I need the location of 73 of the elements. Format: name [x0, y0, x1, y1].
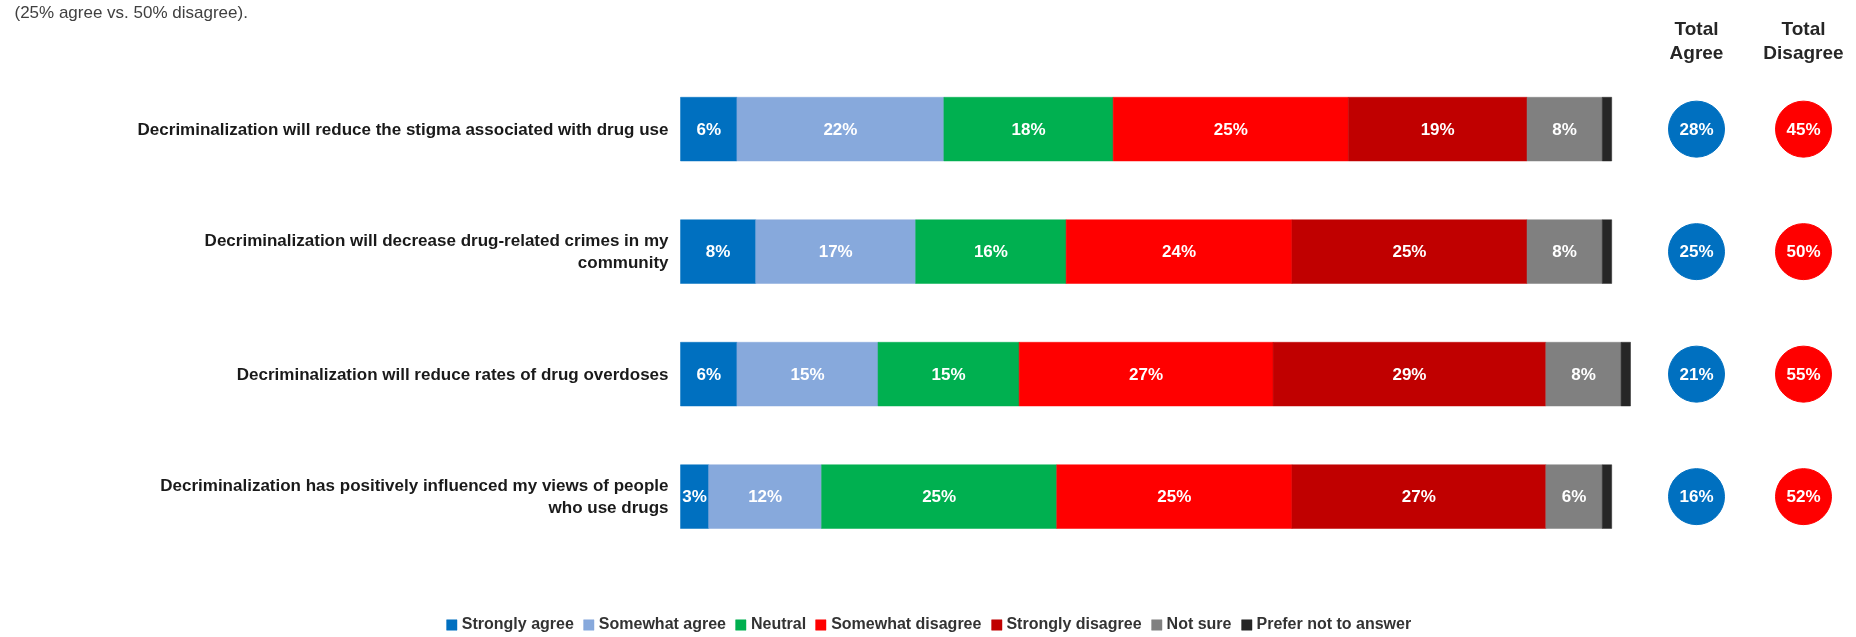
y-tick-label: Decriminalization has positively influenced my views of people who use drugs — [160, 476, 669, 518]
data-label: 8% — [1552, 119, 1577, 139]
data-label: 28% — [1679, 119, 1714, 139]
bar — [915, 219, 1067, 284]
bar — [1272, 342, 1547, 407]
category-label: Total Disagree — [1763, 18, 1844, 64]
bar — [1545, 342, 1622, 407]
data-label: 29% — [1392, 364, 1427, 384]
data-label: 25% — [1679, 242, 1714, 262]
data-label: 15% — [790, 364, 825, 384]
data-label: 6% — [1561, 487, 1587, 507]
bar — [943, 97, 1114, 162]
data-label: 17% — [818, 242, 853, 262]
legend-label: Prefer not to answer — [1256, 615, 1412, 633]
data-label: 8% — [705, 242, 731, 262]
y-tick-label: Decriminalization will decrease drug-related crimes in my community — [204, 231, 670, 273]
data-label: 19% — [1420, 119, 1455, 139]
data-label: 55% — [1786, 364, 1821, 384]
data-label: 6% — [696, 364, 722, 384]
bar — [1056, 464, 1293, 529]
data-label: 52% — [1786, 487, 1821, 507]
bar — [1348, 97, 1528, 162]
bar — [680, 97, 738, 162]
data-label: 15% — [931, 364, 966, 384]
data-label: 18% — [1011, 119, 1046, 139]
data-label: 50% — [1786, 242, 1821, 262]
bar — [708, 464, 822, 529]
bar — [680, 342, 738, 407]
text: (25% agree vs. 50% disagree). — [14, 2, 248, 22]
data-label: 45% — [1786, 119, 1821, 139]
bar — [877, 342, 1020, 407]
bar — [1602, 97, 1612, 162]
bar — [1018, 342, 1274, 407]
bar — [755, 219, 916, 284]
bar — [1620, 342, 1631, 407]
bar — [1291, 219, 1528, 284]
bar — [1065, 219, 1293, 284]
data-label: 8% — [1571, 364, 1596, 384]
y-tick-label: Decriminalization will reduce rates of drug overdoses — [236, 364, 669, 384]
data-label: 16% — [973, 242, 1008, 262]
legend-label: Strongly disagree — [1006, 615, 1142, 633]
data-label: 8% — [1552, 242, 1577, 262]
legend-label: Somewhat agree — [598, 615, 727, 633]
bar — [1526, 97, 1603, 162]
data-label: 25% — [1213, 119, 1248, 139]
data-label: 6% — [696, 119, 722, 139]
bar — [821, 464, 1057, 529]
data-label: 24% — [1162, 242, 1197, 262]
bar — [1545, 464, 1603, 529]
bar — [1602, 464, 1612, 529]
legend-label: Not sure — [1166, 615, 1232, 633]
legend-label: Strongly agree — [461, 615, 574, 633]
data-label: 16% — [1679, 487, 1714, 507]
category-label: Total Agree — [1669, 18, 1724, 64]
data-label: 25% — [1392, 242, 1427, 262]
bar — [736, 342, 879, 407]
data-label: 25% — [922, 487, 957, 507]
y-tick-label: Decriminalization will reduce the stigma associated with drug use — [137, 119, 669, 139]
bar — [1291, 464, 1547, 529]
bar — [736, 97, 945, 162]
bar — [1526, 219, 1603, 284]
data-label: 27% — [1129, 364, 1164, 384]
data-label: 27% — [1401, 487, 1436, 507]
data-label: 25% — [1157, 487, 1192, 507]
bar — [1602, 219, 1612, 284]
bar — [680, 219, 756, 284]
legend-label: Neutral — [751, 615, 807, 633]
bar — [1112, 97, 1349, 162]
data-label: 22% — [823, 119, 858, 139]
data-label: 3% — [682, 487, 707, 507]
legend-label: Somewhat disagree — [831, 615, 982, 633]
data-label: 21% — [1679, 364, 1714, 384]
data-label: 12% — [748, 487, 783, 507]
